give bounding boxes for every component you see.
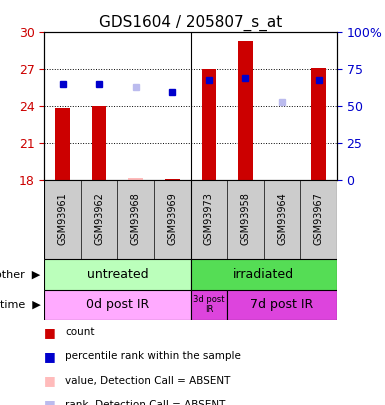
Bar xyxy=(202,69,216,180)
Bar xyxy=(44,290,191,320)
Bar xyxy=(227,290,337,320)
Text: GSM93969: GSM93969 xyxy=(167,192,177,245)
Bar xyxy=(311,68,326,180)
Text: value, Detection Call = ABSENT: value, Detection Call = ABSENT xyxy=(65,376,231,386)
Bar xyxy=(191,290,227,320)
Text: ■: ■ xyxy=(44,374,56,387)
Text: percentile rank within the sample: percentile rank within the sample xyxy=(65,352,241,361)
Text: GSM93961: GSM93961 xyxy=(58,192,67,245)
Bar xyxy=(129,178,143,180)
Text: ■: ■ xyxy=(44,326,56,339)
Text: GSM93958: GSM93958 xyxy=(241,192,250,245)
Bar xyxy=(238,41,253,180)
Title: GDS1604 / 205807_s_at: GDS1604 / 205807_s_at xyxy=(99,15,282,31)
Text: GSM93973: GSM93973 xyxy=(204,192,214,245)
Text: other  ▶: other ▶ xyxy=(0,269,40,279)
Text: GSM93967: GSM93967 xyxy=(314,192,323,245)
Text: 3d post
IR: 3d post IR xyxy=(193,295,224,314)
Bar xyxy=(55,108,70,180)
Text: ■: ■ xyxy=(44,350,56,363)
Text: untreated: untreated xyxy=(87,268,148,281)
Text: time  ▶: time ▶ xyxy=(0,300,40,310)
Text: 0d post IR: 0d post IR xyxy=(86,298,149,311)
Bar xyxy=(165,179,179,180)
Text: GSM93964: GSM93964 xyxy=(277,192,287,245)
Text: 7d post IR: 7d post IR xyxy=(250,298,314,311)
Text: GSM93968: GSM93968 xyxy=(131,192,141,245)
Bar xyxy=(44,259,191,290)
Text: irradiated: irradiated xyxy=(233,268,294,281)
Bar xyxy=(191,259,337,290)
Text: ■: ■ xyxy=(44,399,56,405)
Text: count: count xyxy=(65,327,95,337)
Bar xyxy=(92,107,106,180)
Text: GSM93962: GSM93962 xyxy=(94,192,104,245)
Text: rank, Detection Call = ABSENT: rank, Detection Call = ABSENT xyxy=(65,400,226,405)
